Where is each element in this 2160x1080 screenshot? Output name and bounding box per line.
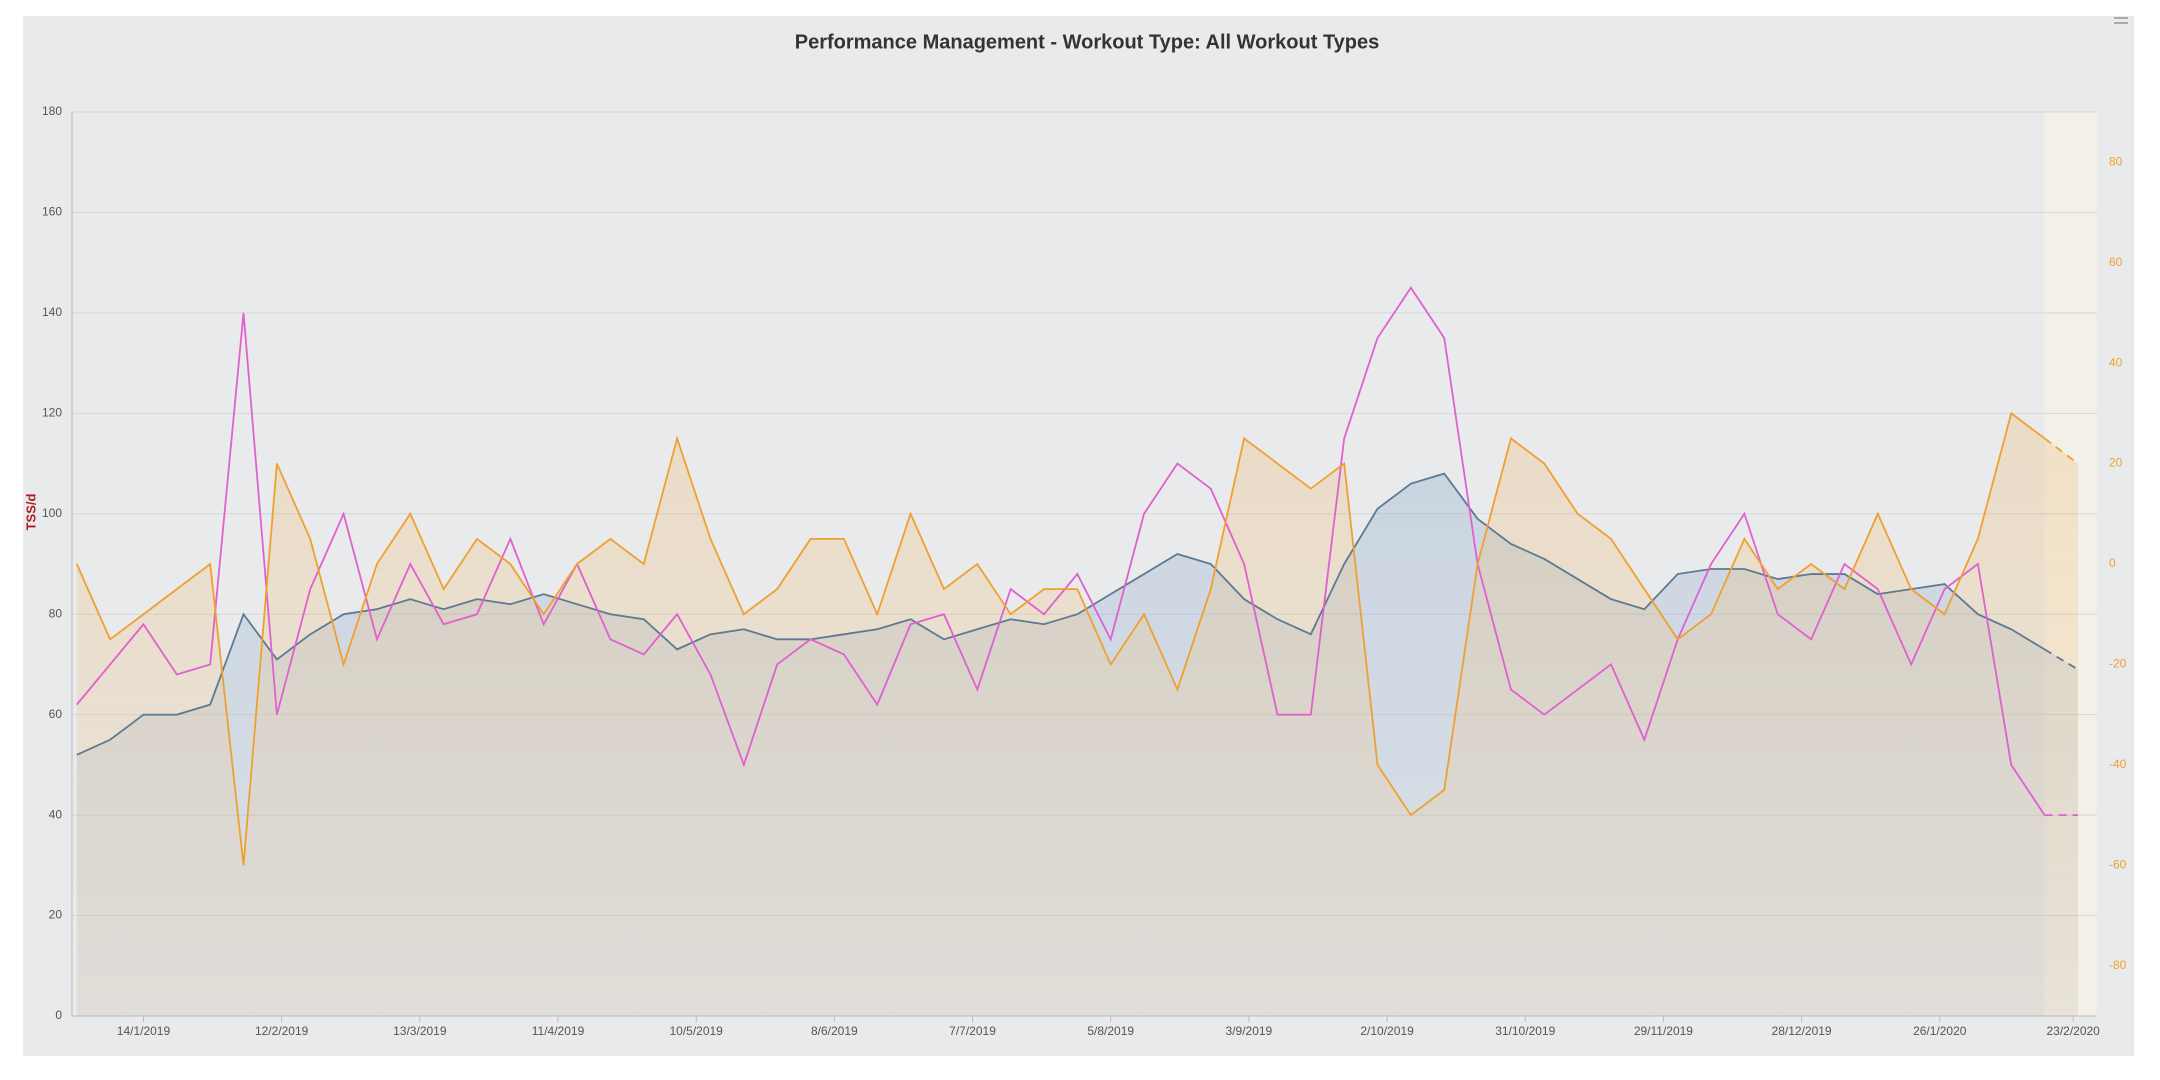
x-tick-label: 2/10/2019 <box>1360 1024 1414 1038</box>
y-tick-label: 160 <box>42 205 62 219</box>
y-tick-label: 180 <box>42 104 62 118</box>
series-line <box>2044 648 2079 671</box>
y2-tick-label: 80 <box>2109 154 2123 168</box>
y-tick-label: 40 <box>49 807 63 821</box>
series-line <box>76 472 2046 756</box>
series-line <box>2044 437 2079 465</box>
x-tick-label: 12/2/2019 <box>255 1024 309 1038</box>
y2-tick-label: 60 <box>2109 255 2123 269</box>
x-tick-label: 29/11/2019 <box>1634 1024 1693 1038</box>
x-tick-label: 14/1/2019 <box>117 1024 171 1038</box>
chart-title: Performance Management - Workout Type: A… <box>795 31 1380 53</box>
chart-panel <box>23 16 2134 1056</box>
x-tick-label: 13/3/2019 <box>393 1024 447 1038</box>
x-tick-label: 11/4/2019 <box>532 1024 585 1038</box>
x-tick-label: 3/9/2019 <box>1226 1024 1273 1038</box>
x-tick-label: 7/7/2019 <box>949 1024 996 1038</box>
x-tick-label: 8/6/2019 <box>811 1024 858 1038</box>
menu-icon[interactable] <box>2114 17 2128 24</box>
y-tick-label: 140 <box>42 305 62 319</box>
y-tick-label: 0 <box>55 1008 62 1022</box>
x-tick-label: 23/2/2020 <box>2046 1024 2100 1038</box>
series-area <box>76 473 2078 1017</box>
y2-tick-label: -20 <box>2109 657 2127 671</box>
x-tick-label: 10/5/2019 <box>669 1024 723 1038</box>
y2-tick-label: -80 <box>2109 958 2127 972</box>
y2-tick-label: 20 <box>2109 456 2123 470</box>
series-line <box>76 286 2046 816</box>
y-tick-label: 100 <box>42 506 62 520</box>
y-tick-label: 20 <box>49 908 63 922</box>
y-tick-label: 60 <box>49 707 63 721</box>
x-tick-label: 5/8/2019 <box>1087 1024 1134 1038</box>
series-line <box>75 411 2046 866</box>
y-tick-label: 80 <box>49 606 63 620</box>
x-tick-label: 28/12/2019 <box>1772 1024 1832 1038</box>
x-tick-label: 26/1/2020 <box>1913 1024 1967 1038</box>
y2-tick-label: 0 <box>2109 556 2116 570</box>
y2-tick-label: -40 <box>2109 757 2127 771</box>
projection-region <box>2044 112 2097 1016</box>
y-tick-label: 120 <box>42 406 62 420</box>
y2-tick-label: 40 <box>2109 355 2123 369</box>
y2-tick-label: -60 <box>2109 858 2127 872</box>
x-tick-label: 31/10/2019 <box>1495 1024 1555 1038</box>
y-axis-label: TSS/d <box>23 494 38 531</box>
